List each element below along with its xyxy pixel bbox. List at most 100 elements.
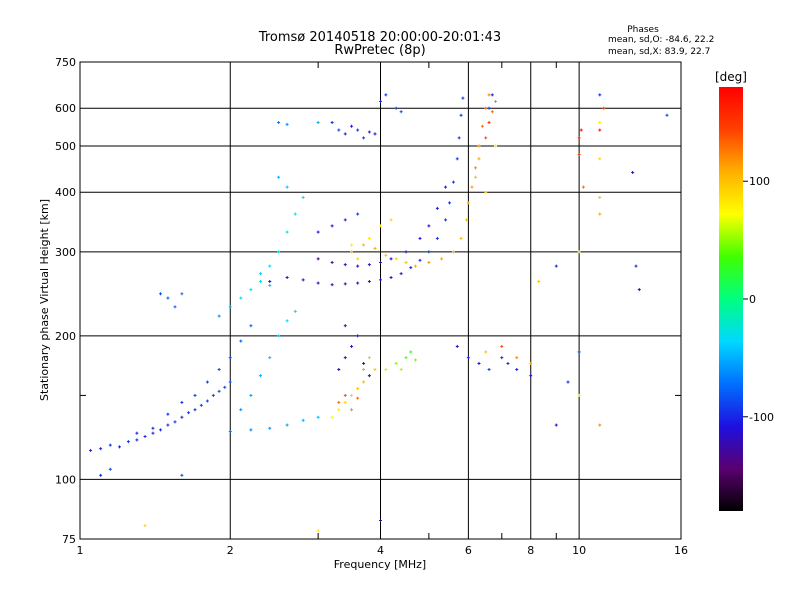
data-point [239,408,243,412]
data-point [301,278,305,282]
data-point [384,253,388,257]
data-point [418,258,422,262]
phases-box-title: Phases [627,25,659,35]
y-tick-label: 300 [55,246,76,259]
y-tick-label: 200 [55,330,76,343]
data-point [373,246,377,250]
data-point [268,283,272,287]
x-tick-label: 10 [572,544,586,557]
data-point [484,106,488,110]
data-point [330,283,334,287]
data-point [249,393,253,397]
data-point [228,305,232,309]
y-axis-label: Stationary phase Virtual Height [km] [38,199,51,401]
data-point [487,106,491,110]
data-point [350,344,354,348]
data-point [343,132,347,136]
data-point [285,185,289,189]
data-point [223,385,227,389]
y-tick-label: 600 [55,102,76,115]
data-point [337,367,341,371]
data-point [487,93,491,97]
data-point [389,218,393,222]
data-point [316,529,320,533]
data-point [135,438,139,442]
data-point [108,443,112,447]
data-point [389,276,393,280]
data-point [211,393,215,397]
data-point [577,393,581,397]
data-point [459,236,463,240]
data-point [277,175,281,179]
data-point [166,296,170,300]
data-point [249,288,253,292]
data-point [180,400,184,404]
data-point [598,157,602,161]
data-point [316,121,320,125]
data-point [159,292,163,296]
data-point [362,136,366,140]
data-point [330,121,334,125]
data-point [394,257,398,261]
colorbar-ticks: 100 0 -100 [743,175,774,424]
data-point [500,356,504,360]
data-point [379,224,382,228]
axis-ticks-layer: 1 2 4 6 8 10 16 75 100 200 300 400 500 600 750 [55,56,688,557]
data-point [413,358,417,362]
colorbar-tick-label: -100 [749,411,774,424]
data-point [515,356,519,360]
data-point [268,356,272,360]
data-point [490,93,494,97]
data-point [362,361,366,365]
data-point [343,263,347,267]
data-point [277,250,281,254]
data-point [577,350,581,354]
data-point [239,296,243,300]
data-point [484,190,488,194]
phases-box-line1: mean, sd,O: -84.6, 22.2 [608,35,714,45]
data-point [631,170,635,174]
colorbar [719,87,743,511]
data-point [490,110,494,114]
data-point [217,389,221,393]
data-point [665,113,669,117]
data-point [316,230,320,234]
data-point [435,236,439,240]
data-point [384,93,388,97]
data-point [487,367,491,371]
data-point [217,314,221,318]
data-point [316,281,320,285]
data-point [427,250,431,254]
y-tick-label: 75 [62,533,76,546]
data-point [473,175,477,179]
data-point [404,356,408,360]
chart-subtitle: RwPretec (8p) [334,43,425,58]
data-point [228,356,232,360]
data-point [301,418,305,422]
data-point [470,185,474,189]
colorbar-tick-label: 0 [749,293,756,306]
data-point [598,121,602,125]
data-point [598,93,602,97]
data-point [427,260,431,264]
data-point [444,218,448,222]
x-tick-label: 1 [77,544,84,557]
data-point [637,288,641,292]
data-point [99,447,103,451]
data-point [477,144,481,148]
data-point [494,144,498,148]
data-point [337,400,341,404]
data-point [356,128,360,132]
data-point [193,408,197,412]
data-point [285,423,289,427]
data-point [435,206,439,210]
data-point [118,445,122,449]
data-point [473,166,477,170]
data-point [277,334,281,338]
data-point [228,380,232,384]
data-point [529,361,533,365]
data-point [337,128,341,132]
data-point [404,260,408,264]
